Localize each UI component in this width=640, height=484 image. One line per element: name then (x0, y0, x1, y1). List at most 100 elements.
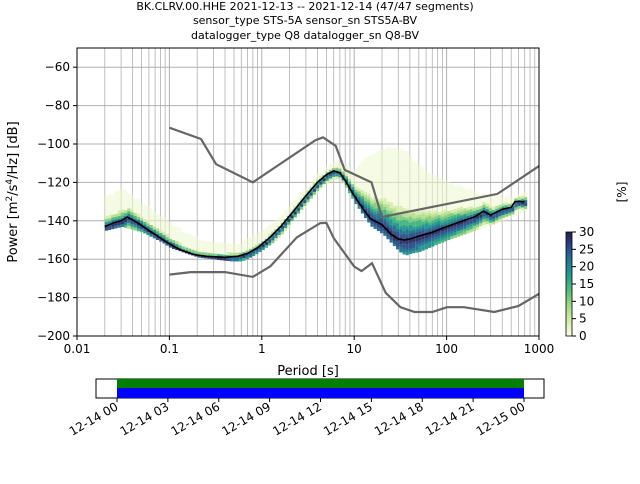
density-cell (242, 257, 246, 261)
density-cell (460, 217, 464, 222)
density-cell (213, 256, 217, 260)
density-cell (367, 196, 371, 200)
density-cell (383, 221, 387, 225)
density-cell (357, 185, 361, 189)
density-cell (437, 209, 441, 213)
density-cell (514, 201, 518, 205)
density-cell (383, 177, 387, 182)
density-cell (514, 209, 518, 214)
density-cell (399, 171, 403, 175)
density-cell (392, 193, 397, 198)
density-cell (472, 219, 477, 223)
density-cell (223, 245, 227, 250)
density-cell (399, 217, 403, 221)
density-cell (373, 153, 377, 157)
density-cell (383, 166, 387, 170)
density-cell (376, 227, 381, 232)
density-cell (392, 196, 397, 200)
density-cell (450, 230, 454, 234)
density-cell (495, 217, 499, 221)
density-cell (399, 229, 403, 233)
density-cell (389, 210, 393, 214)
density-cell (370, 166, 374, 170)
density-cell (344, 176, 349, 180)
density-cell (380, 192, 384, 196)
density-cell (280, 213, 285, 218)
density-cell (373, 168, 377, 172)
density-cell (418, 202, 422, 206)
density-cell (309, 183, 313, 187)
density-cell (440, 230, 445, 234)
density-cell (424, 176, 429, 181)
density-cell (143, 210, 147, 214)
density-cell (178, 236, 182, 240)
density-cell (293, 214, 297, 218)
density-cell (364, 174, 368, 178)
density-cell (380, 186, 384, 191)
density-cell (492, 218, 496, 222)
density-cell (396, 228, 400, 233)
density-cell (415, 180, 419, 184)
density-cell (149, 216, 153, 220)
density-cell (319, 175, 323, 179)
density-cell (290, 217, 294, 222)
density-cell (402, 164, 406, 168)
density-cell (386, 175, 390, 179)
density-cell (165, 222, 169, 226)
density-cell (431, 243, 435, 247)
density-cell (447, 222, 451, 226)
density-cell (392, 228, 397, 232)
density-cell (261, 232, 265, 236)
density-cell (412, 244, 416, 248)
density-cell (104, 218, 109, 223)
density-cell (207, 252, 211, 256)
density-cell (405, 203, 409, 207)
density-cell (504, 210, 509, 214)
density-cell (396, 180, 400, 184)
density-cell (380, 155, 384, 159)
density-cell (348, 172, 352, 176)
density-cell (204, 246, 208, 250)
density-cell (476, 209, 480, 213)
density-cell (348, 175, 352, 179)
density-cell (517, 194, 521, 198)
density-cell (248, 248, 253, 252)
density-cell (130, 209, 134, 213)
colorbar-label: [%] (615, 182, 629, 203)
density-cell (495, 202, 499, 206)
density-cell (424, 174, 429, 178)
density-cell (392, 150, 397, 154)
density-cell (364, 168, 368, 173)
density-cell (418, 199, 422, 203)
density-cell (389, 239, 393, 243)
density-cell (408, 230, 413, 234)
density-cell (402, 167, 406, 171)
density-cell (383, 160, 387, 164)
density-cell (319, 172, 323, 176)
density-cell (127, 219, 131, 223)
density-cell (197, 245, 201, 249)
density-cell (520, 204, 525, 208)
density-cell (220, 257, 224, 261)
density-cell (434, 198, 438, 203)
density-cell (172, 242, 176, 247)
density-cell (495, 205, 499, 209)
density-cell (466, 215, 470, 219)
density-cell (364, 180, 368, 184)
density-cell (386, 187, 390, 191)
density-cell (210, 250, 214, 254)
density-cell (421, 227, 425, 231)
density-cell (389, 155, 393, 160)
density-cell (482, 198, 486, 202)
density-cell (296, 198, 301, 203)
density-cell (460, 192, 464, 196)
density-cell (514, 195, 518, 199)
density-cell (472, 202, 477, 206)
density-cell (408, 219, 413, 223)
density-cell (408, 233, 413, 237)
density-cell (354, 175, 358, 179)
density-cell (188, 248, 192, 252)
density-cell (383, 180, 387, 184)
density-cell (386, 146, 390, 150)
density-cell (396, 194, 400, 198)
